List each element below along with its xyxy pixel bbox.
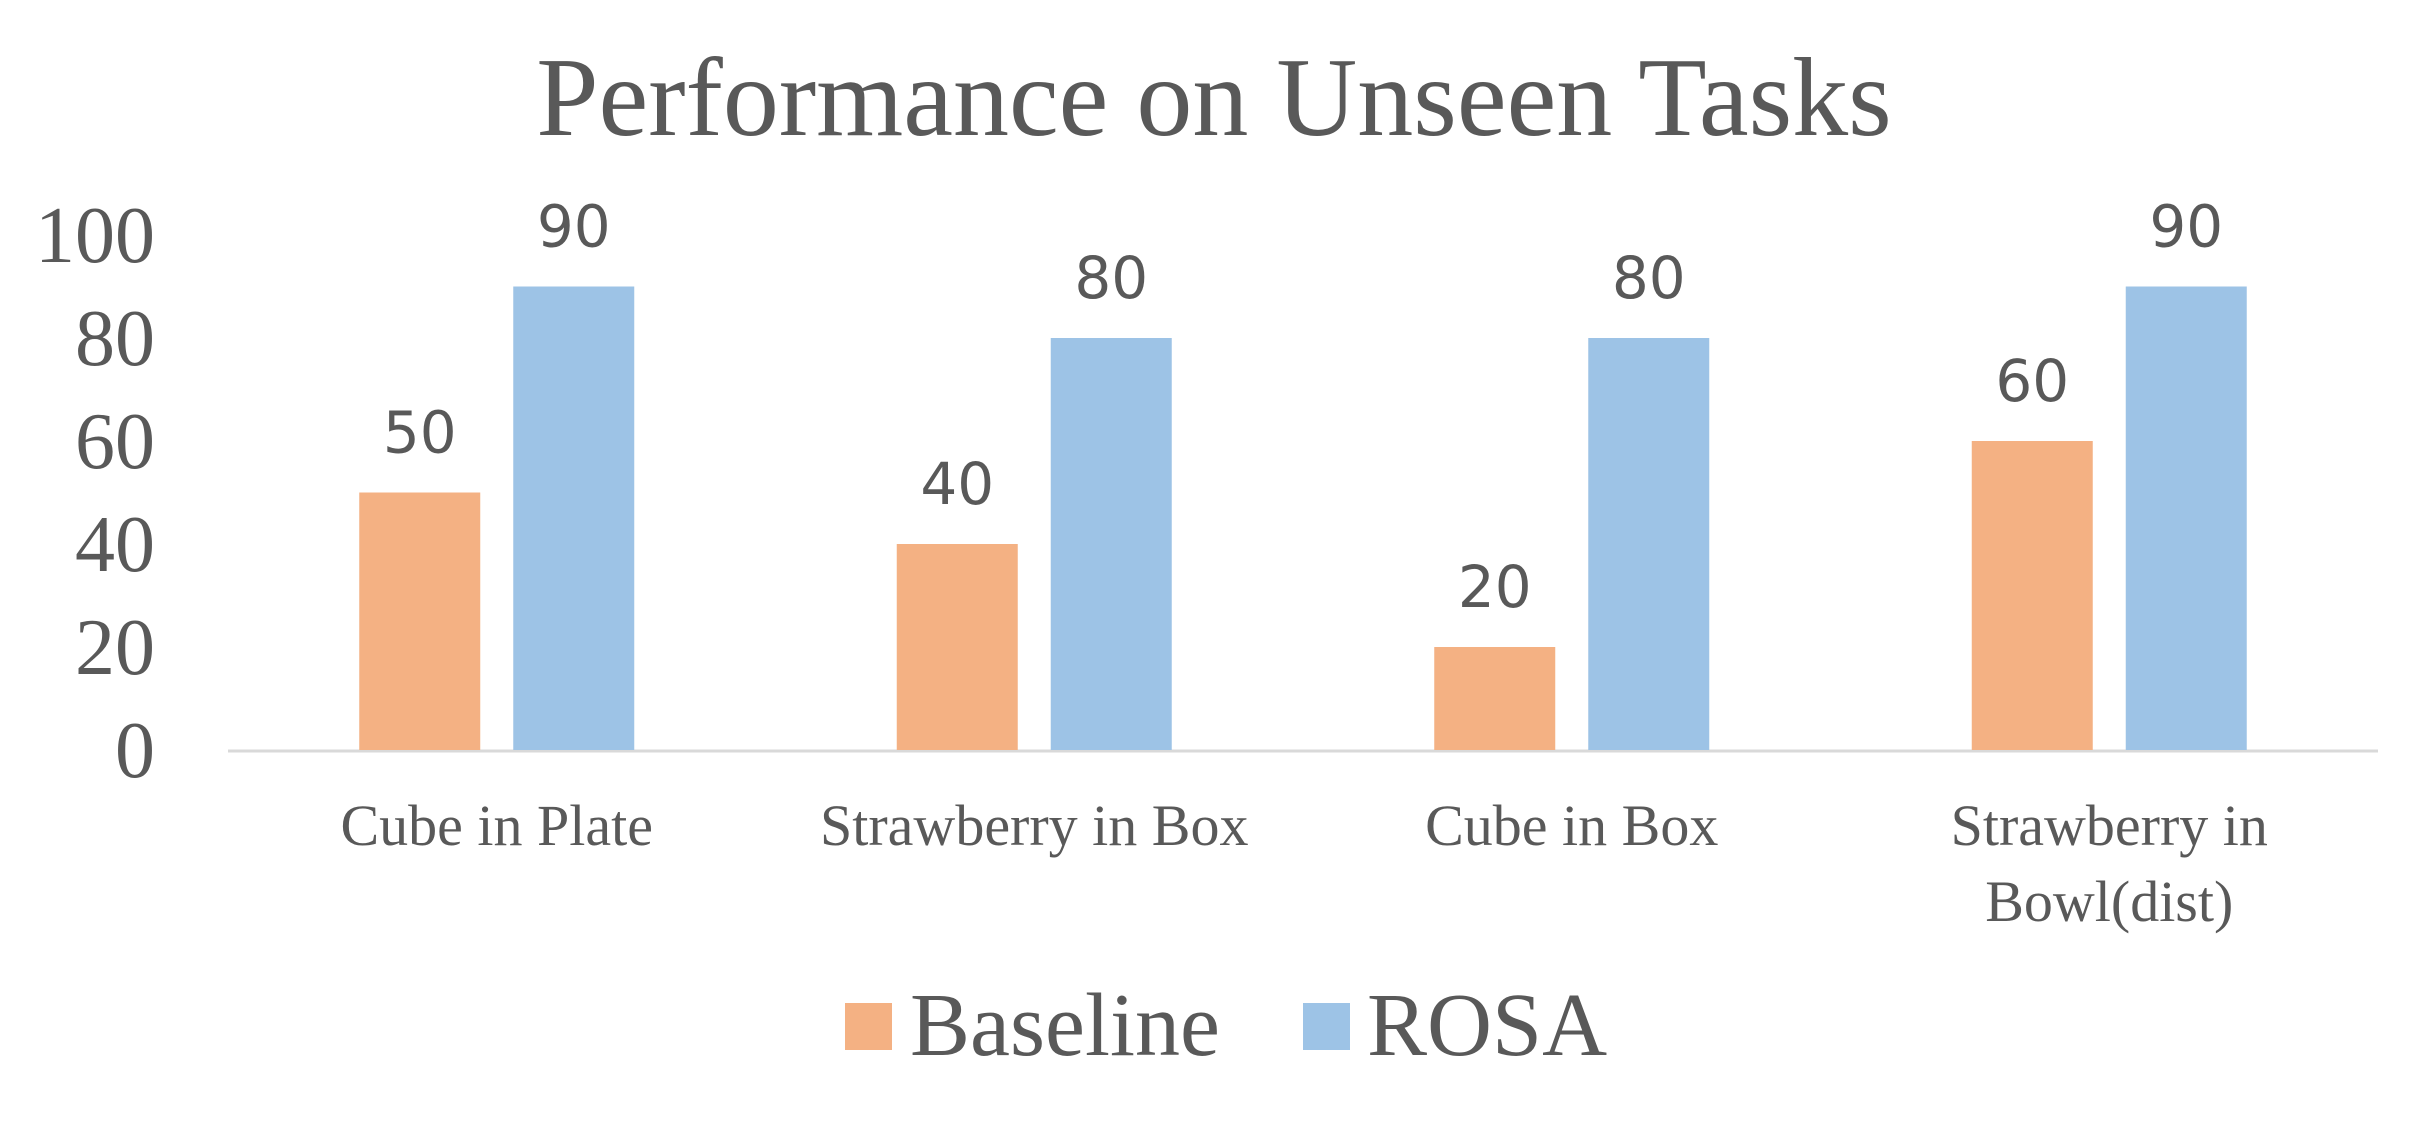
x-tick-label: Cube in Plate [340,793,653,858]
bar-baseline-3 [1434,647,1556,750]
y-tick-label: 0 [115,707,155,795]
bar-baseline-4 [1971,441,2093,750]
data-label: 40 [920,450,994,518]
x-tick-label: Cube in Box [1425,793,1718,858]
chart-title: Performance on Unseen Tasks [536,36,1891,160]
data-label: 80 [1612,244,1686,312]
y-axis: 0 20 40 60 80 100 [35,192,155,795]
x-tick-label-line: Cube in Box [1425,793,1718,858]
legend: Baseline ROSA [845,976,1607,1075]
y-tick-label: 20 [75,604,155,692]
data-labels-group: 50 90 40 80 20 80 60 90 [383,193,2223,622]
x-tick-label: Strawberry in Box [820,793,1249,858]
data-label: 50 [383,399,457,467]
data-label: 90 [2149,193,2223,261]
data-label: 90 [537,193,611,261]
y-tick-label: 80 [75,295,155,383]
data-label: 20 [1458,553,1532,621]
x-tick-label-line: Cube in Plate [340,793,653,858]
bar-baseline-2 [896,544,1018,750]
legend-swatch-baseline [845,1003,892,1050]
x-tick-label: Strawberry in Bowl(dist) [1951,793,2268,934]
data-label: 80 [1074,244,1148,312]
bar-baseline-1 [359,492,481,750]
legend-label-baseline: Baseline [910,976,1220,1075]
y-tick-label: 40 [75,501,155,589]
legend-swatch-rosa [1303,1003,1350,1050]
bar-rosa-1 [513,286,635,750]
bar-rosa-2 [1050,338,1172,750]
bars-group [359,286,2247,750]
x-tick-label-line: Strawberry in Box [820,793,1249,858]
y-tick-label: 100 [35,192,155,280]
bar-rosa-4 [2125,286,2247,750]
x-tick-label-line: Bowl(dist) [1985,869,2233,934]
x-axis: Cube in Plate Strawberry in Box Cube in Bo… [228,749,2378,934]
x-tick-label-line: Strawberry in [1951,793,2268,858]
y-tick-label: 60 [75,398,155,486]
bar-rosa-3 [1588,338,1710,750]
data-label: 60 [1995,347,2069,415]
legend-label-rosa: ROSA [1367,976,1607,1075]
